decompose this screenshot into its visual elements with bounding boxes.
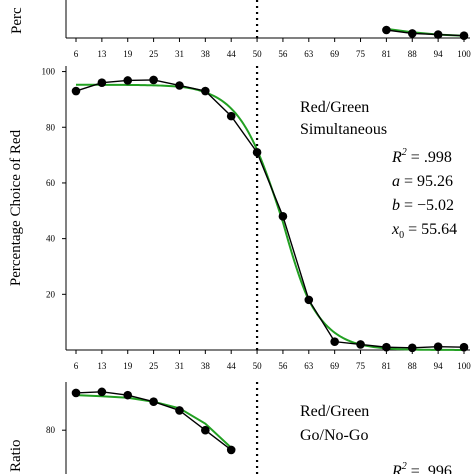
middle-stat-b: b = −5.02 <box>392 197 454 214</box>
middle-x-tick-label: 94 <box>434 361 444 371</box>
middle-x-tick-label: 38 <box>201 361 211 371</box>
bottom-data-point <box>201 425 210 435</box>
middle-x-tick-label: 6 <box>74 361 79 371</box>
bottom-data-point <box>71 388 81 398</box>
middle-data-point <box>71 86 81 96</box>
middle-data-point <box>201 86 210 96</box>
bottom-stat-r2: R2 = .996 <box>391 461 452 474</box>
middle-y-tick-label: 20 <box>46 289 56 299</box>
top-data-point <box>433 30 443 39</box>
bottom-data-point <box>149 397 158 407</box>
bottom-y-ticks: 80 <box>46 425 66 435</box>
top-x-tick-label: 88 <box>408 49 418 59</box>
middle-stat-a: a = 95.26 <box>392 173 453 190</box>
middle-x-tick-label: 63 <box>304 361 314 371</box>
middle-stat-r2: R2 = .998 <box>391 147 452 166</box>
bottom-data-point <box>226 445 236 455</box>
top-x-tick-label: 81 <box>382 49 391 59</box>
middle-data-point <box>433 342 443 351</box>
bottom-data-point <box>175 406 184 415</box>
middle-y-tick-label: 60 <box>46 178 56 188</box>
top-x-tick-label: 31 <box>175 49 184 59</box>
bottom-stat-r2-value: .996 <box>424 463 452 474</box>
middle-x-tick-label: 44 <box>227 361 237 371</box>
middle-data-point <box>252 148 262 157</box>
middle-data-point <box>123 76 133 85</box>
middle-annotation-line2: Simultaneous <box>300 121 387 138</box>
top-data-point <box>382 25 391 35</box>
middle-stat-a-value: 95.26 <box>417 173 453 190</box>
middle-y-tick-label: 40 <box>46 234 56 244</box>
middle-stat-r2-value: .998 <box>424 149 452 166</box>
middle-y-tick-label: 80 <box>46 122 56 132</box>
middle-data-point <box>226 111 236 121</box>
middle-stat-x0: x0 = 55.64 <box>391 221 457 241</box>
bottom-y-axis-label: Ratio <box>8 440 24 473</box>
middle-data-point <box>97 78 107 88</box>
top-x-tick-label: 13 <box>97 49 107 59</box>
top-x-tick-label: 94 <box>434 49 444 59</box>
panel-top: Perc 6 13 19 25 31 38 44 50 56 63 69 75 81 88 94 100 <box>9 0 471 59</box>
middle-observed-line <box>75 79 465 349</box>
middle-stat-b-value: −5.02 <box>417 197 454 214</box>
middle-plot-area <box>71 66 469 353</box>
middle-data-point <box>356 340 365 349</box>
bottom-plot-area <box>71 382 259 474</box>
bottom-data-point <box>123 390 133 400</box>
top-x-tick-label: 75 <box>356 49 366 59</box>
bottom-y-tick-label: 80 <box>46 425 56 435</box>
middle-x-tick-label: 88 <box>408 361 418 371</box>
middle-x-ticks: 6 13 19 25 31 38 44 50 56 63 69 75 81 88 94 100 <box>74 350 471 371</box>
middle-stat-x0-value: 55.64 <box>421 221 457 238</box>
middle-annotation-line1: Red/Green <box>300 99 369 116</box>
bottom-annotation-line1: Red/Green <box>300 403 369 420</box>
top-plot-area <box>255 0 469 41</box>
middle-y-axis-label: Percentage Choice of Red <box>8 129 24 286</box>
middle-x-tick-label: 69 <box>330 361 340 371</box>
middle-x-tick-label: 56 <box>278 361 288 371</box>
top-x-ticks: 6 13 19 25 31 38 44 50 56 63 69 75 81 88 94 100 <box>74 38 471 59</box>
top-x-tick-label: 6 <box>74 49 79 59</box>
middle-x-tick-label: 50 <box>253 361 263 371</box>
bottom-data-point <box>97 387 107 397</box>
top-x-tick-label: 38 <box>201 49 211 59</box>
panel-middle: Percentage Choice of Red 20 40 60 80 100 6 13… <box>8 66 471 371</box>
middle-x-tick-label: 81 <box>382 361 391 371</box>
bottom-annotation-line2: Go/No-Go <box>300 427 368 444</box>
middle-data-point <box>304 295 314 305</box>
middle-x-tick-label: 13 <box>97 361 107 371</box>
middle-data-point <box>407 343 417 353</box>
top-x-tick-label: 56 <box>278 49 288 59</box>
top-x-tick-label: 50 <box>253 49 263 59</box>
top-x-tick-label: 69 <box>330 49 340 59</box>
middle-y-ticks: 20 40 60 80 100 <box>42 67 66 299</box>
top-x-tick-label: 100 <box>457 49 471 59</box>
middle-data-point <box>382 342 391 352</box>
middle-x-tick-label: 31 <box>175 361 184 371</box>
middle-y-tick-label: 100 <box>42 67 56 77</box>
middle-fit-curve <box>75 83 465 351</box>
top-data-point <box>407 29 417 38</box>
middle-data-point <box>278 212 288 221</box>
panel-bottom: Ratio 80 Red/Green Go/No-Go R2 = .996 <box>8 382 452 474</box>
middle-x-tick-label: 19 <box>123 361 133 371</box>
middle-x-tick-label: 75 <box>356 361 366 371</box>
middle-x-tick-label: 25 <box>149 361 159 371</box>
top-x-tick-label: 44 <box>227 49 237 59</box>
top-y-axis-label: Perc <box>9 7 25 34</box>
middle-data-point <box>175 81 184 90</box>
top-x-tick-label: 19 <box>123 49 133 59</box>
top-x-tick-label: 25 <box>149 49 159 59</box>
middle-data-point <box>149 75 158 85</box>
top-observed-line <box>386 29 465 37</box>
middle-data-point <box>459 342 469 352</box>
middle-x-tick-label: 100 <box>457 361 471 371</box>
top-x-tick-label: 63 <box>304 49 314 59</box>
top-data-point <box>459 31 469 41</box>
middle-data-point <box>330 337 339 346</box>
